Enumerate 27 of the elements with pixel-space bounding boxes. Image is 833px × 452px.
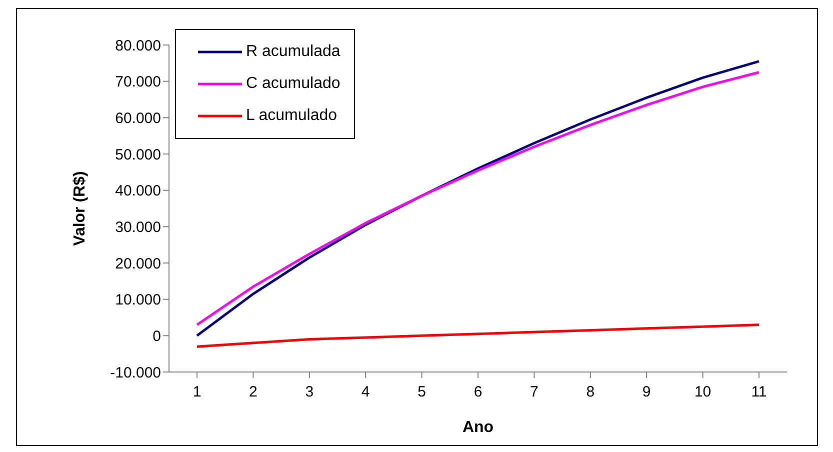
legend-label: L acumulado (246, 107, 338, 125)
y-tick-label: 60.000 (115, 110, 161, 127)
x-axis-title: Ano (462, 419, 494, 436)
x-tick-label: 11 (751, 384, 767, 401)
y-tick-label: -10.000 (110, 364, 161, 382)
x-tick-label: 9 (642, 384, 651, 401)
y-tick-label: 80.000 (115, 37, 161, 54)
y-tick-label: 70.000 (115, 74, 161, 91)
y-tick-label: 50.000 (115, 146, 161, 164)
y-tick-label: 0 (152, 328, 161, 345)
x-tick-label: 5 (418, 384, 426, 401)
x-tick-label: 3 (305, 384, 314, 401)
line-series (196, 324, 760, 348)
x-tick-label: 6 (474, 384, 482, 401)
y-tick-label: 20.000 (115, 255, 161, 272)
x-tick-label: 2 (249, 384, 258, 401)
x-tick-label: 8 (586, 384, 595, 401)
y-tick-label: 10.000 (115, 292, 161, 309)
y-tick-label: 40.000 (115, 182, 161, 200)
y-axis-title: Valor (R$) (72, 171, 89, 246)
legend-label: C acumulado (246, 75, 340, 93)
x-tick-label: 4 (361, 384, 370, 401)
x-tick-label: 7 (530, 384, 538, 401)
x-tick-label: 10 (694, 384, 712, 401)
x-tick-label: 1 (192, 384, 202, 401)
legend-label: R acumulada (246, 43, 340, 61)
y-tick-label: 30.000 (115, 218, 161, 236)
